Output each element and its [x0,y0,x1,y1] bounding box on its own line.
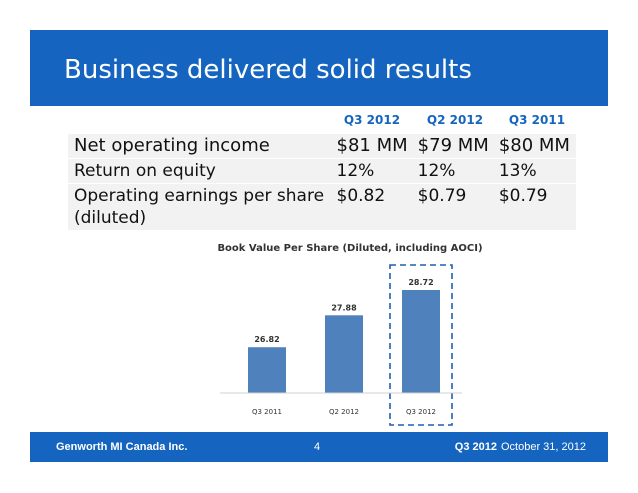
bar-q3-2012 [402,290,440,393]
row-label: Return on equity [68,158,333,184]
row-value: $79 MM [413,134,495,159]
footer-quarter: Q3 2012 [454,441,497,453]
row-value: $0.79 [413,183,495,231]
column-header-q3-2011: Q3 2011 [508,113,566,127]
metrics-table: Net operating income $81 MM $79 MM $80 M… [68,134,576,231]
header-bar [30,30,608,106]
table-row: Return on equity 12% 12% 13% [68,158,576,184]
bar-q3-2011 [248,347,286,393]
footer-page-number: 4 [314,441,321,453]
row-value: 12% [332,158,414,184]
highlight-box [389,264,453,426]
column-header-q2-2012: Q2 2012 [426,113,484,127]
data-label: 28.72 [408,278,433,287]
row-value: $81 MM [332,134,414,159]
footer-date-block: Q3 2012 October 31, 2012 [455,441,586,453]
row-value: $80 MM [494,134,576,159]
data-label: 26.82 [254,335,279,344]
data-label: 27.88 [331,303,357,312]
category-label: Q2 2012 [329,408,359,416]
row-value: $0.82 [332,183,414,231]
bar-q2-2012 [325,315,363,393]
row-value: 12% [413,158,495,184]
row-label: Operating earnings per share (diluted) [68,183,333,231]
chart-title: Book Value Per Share (Diluted, including… [217,243,483,254]
slide-title: Business delivered solid results [64,55,472,85]
table-row: Operating earnings per share (diluted) $… [68,183,576,231]
row-value: 13% [494,158,576,184]
column-header-q3-2012: Q3 2012 [343,113,401,127]
category-label: Q3 2012 [406,408,436,416]
category-label: Q3 2011 [252,408,282,416]
footer-company: Genworth MI Canada Inc. [56,441,188,453]
footer-date: October 31, 2012 [500,441,586,453]
row-value: $0.79 [494,183,576,231]
book-value-chart: 26.82 Q3 2011 27.88 Q2 2012 28.72 Q3 2012 [220,264,462,426]
footer-bar: Genworth MI Canada Inc. 4 Q3 2012 October… [30,432,608,462]
row-label: Net operating income [68,134,333,159]
table-row: Net operating income $81 MM $79 MM $80 M… [68,134,576,159]
